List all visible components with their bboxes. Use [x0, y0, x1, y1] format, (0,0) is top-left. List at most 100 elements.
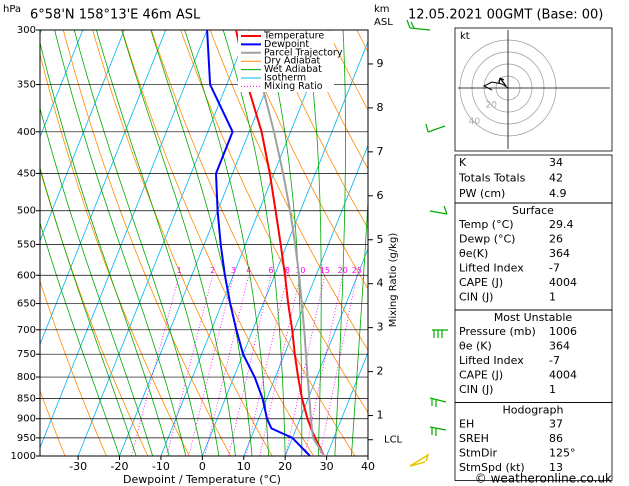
index-label: K	[459, 156, 467, 169]
section-title: Hodograph	[503, 404, 564, 417]
storm-motion	[498, 77, 507, 87]
y-tick-label: 900	[17, 414, 36, 425]
wind-barbs	[406, 19, 448, 436]
row-value: 1	[549, 383, 556, 396]
row-label: Temp (°C)	[458, 218, 514, 231]
mixing-ratio-line	[204, 275, 250, 456]
dry-adiabat	[209, 30, 368, 351]
row-value: 13	[549, 461, 563, 474]
mixing-ratio-label: 4	[246, 266, 251, 275]
height-tick-label: 3	[377, 321, 384, 334]
y-tick-label: 950	[17, 433, 36, 444]
mixing-ratio-label: 10	[295, 266, 305, 275]
dry-adiabat	[410, 0, 629, 456]
dry-adiabat	[297, 30, 368, 170]
mixing-ratio-label: 25	[352, 266, 362, 275]
row-value: 364	[549, 247, 570, 260]
y-tick-label: 300	[17, 25, 36, 36]
stats-table: K 34 Totals Totals 42 PW (cm) 4.9 SurfaceTemp …	[454, 154, 613, 481]
location: 6°58'N 158°13'E 46m ASL	[30, 8, 201, 23]
plot-frame	[39, 29, 369, 457]
dry-adiabat	[92, 30, 273, 456]
height-tick-label: 5	[377, 233, 384, 246]
legend-label: Mixing Ratio	[264, 81, 323, 92]
dry-adiabat	[327, 30, 368, 111]
x-tick-label: 30	[320, 460, 334, 473]
wet-adiabat	[95, 30, 220, 456]
y-tick-label: 550	[17, 239, 36, 250]
mixing-ratio-line	[285, 275, 326, 456]
index-label: Totals Totals	[458, 172, 526, 185]
wet-adiabat	[40, 41, 170, 456]
pressure-unit: hPa	[3, 4, 21, 15]
wet-adiabat	[54, 30, 187, 456]
row-label: CIN (J)	[459, 291, 493, 304]
profile-1	[206, 30, 311, 456]
mixing-ratio-line	[304, 275, 344, 456]
row-value: -7	[549, 354, 560, 367]
legend-label: Isotherm	[264, 73, 306, 84]
y2-axis-title: Mixing Ratio (g/kg)	[388, 233, 399, 328]
profile-0	[235, 30, 325, 456]
dry-adiabat	[238, 30, 368, 290]
dry-adiabat	[521, 0, 629, 456]
y-tick-label: 500	[17, 206, 36, 217]
background-lines	[40, 0, 629, 456]
x-tick-label: 40	[361, 460, 375, 473]
height-tick-label: 6	[377, 189, 384, 202]
row-label: CIN (J)	[459, 383, 493, 396]
isotherm	[326, 351, 368, 456]
dry-adiabat	[121, 30, 314, 456]
mixing-ratio-line	[166, 275, 214, 456]
height-tick-label: 8	[377, 101, 384, 114]
y-tick-label: 650	[17, 299, 36, 310]
isotherm	[284, 247, 368, 456]
row-label: EH	[459, 418, 474, 431]
legend-label: Dewpoint	[264, 39, 309, 50]
row-value: 1	[549, 291, 556, 304]
x-axis-title: Dewpoint / Temperature (°C)	[123, 473, 281, 486]
mixing-ratio-label: 3	[231, 266, 236, 275]
mixing-ratio-label: 8	[285, 266, 290, 275]
profile-2	[245, 30, 325, 456]
hodograph-box	[454, 27, 613, 152]
y-tick-label: 450	[17, 168, 36, 179]
wet-adiabat	[121, 30, 236, 456]
mixing-ratio-label: 15	[320, 266, 330, 275]
wet-adiabat	[351, 194, 368, 456]
dry-adiabat	[40, 389, 66, 456]
dry-adiabat	[577, 0, 629, 456]
row-value: 4004	[549, 276, 577, 289]
row-label: Lifted Index	[459, 354, 524, 367]
isotherm	[40, 30, 84, 139]
surface-barb	[409, 453, 430, 467]
y-tick-label: 800	[17, 372, 36, 383]
credit: © weatheronline.co.uk	[475, 472, 612, 486]
wet-adiabat	[40, 106, 153, 456]
legend-label: Dry Adiabat	[264, 56, 321, 67]
hodograph-unit: kt	[460, 31, 470, 42]
mixing-ratio-line	[259, 275, 301, 456]
x-tick-label: 20	[278, 460, 292, 473]
row-value: 1006	[549, 325, 577, 338]
mixing-ratio-line	[319, 275, 358, 456]
lcl-label: LCL	[384, 435, 403, 446]
wet-adiabat	[367, 451, 368, 456]
y-tick-label: 400	[17, 127, 36, 138]
row-label: StmDir	[459, 447, 498, 460]
row-label: θe (K)	[459, 340, 492, 353]
x-tick-label: -30	[69, 460, 87, 473]
height-unit: km	[374, 4, 390, 15]
mixing-ratio-label: 20	[338, 266, 348, 275]
row-label: CAPE (J)	[459, 276, 503, 289]
legend-label: Temperature	[263, 31, 324, 42]
dry-adiabat	[150, 30, 356, 456]
wet-adiabat	[305, 30, 322, 456]
dry-adiabat	[180, 30, 368, 414]
section-box	[454, 402, 613, 481]
row-value: 86	[549, 432, 563, 445]
section-title: Most Unstable	[494, 311, 573, 324]
mixing-ratio-label: 2	[210, 266, 215, 275]
row-value: 364	[549, 340, 570, 353]
